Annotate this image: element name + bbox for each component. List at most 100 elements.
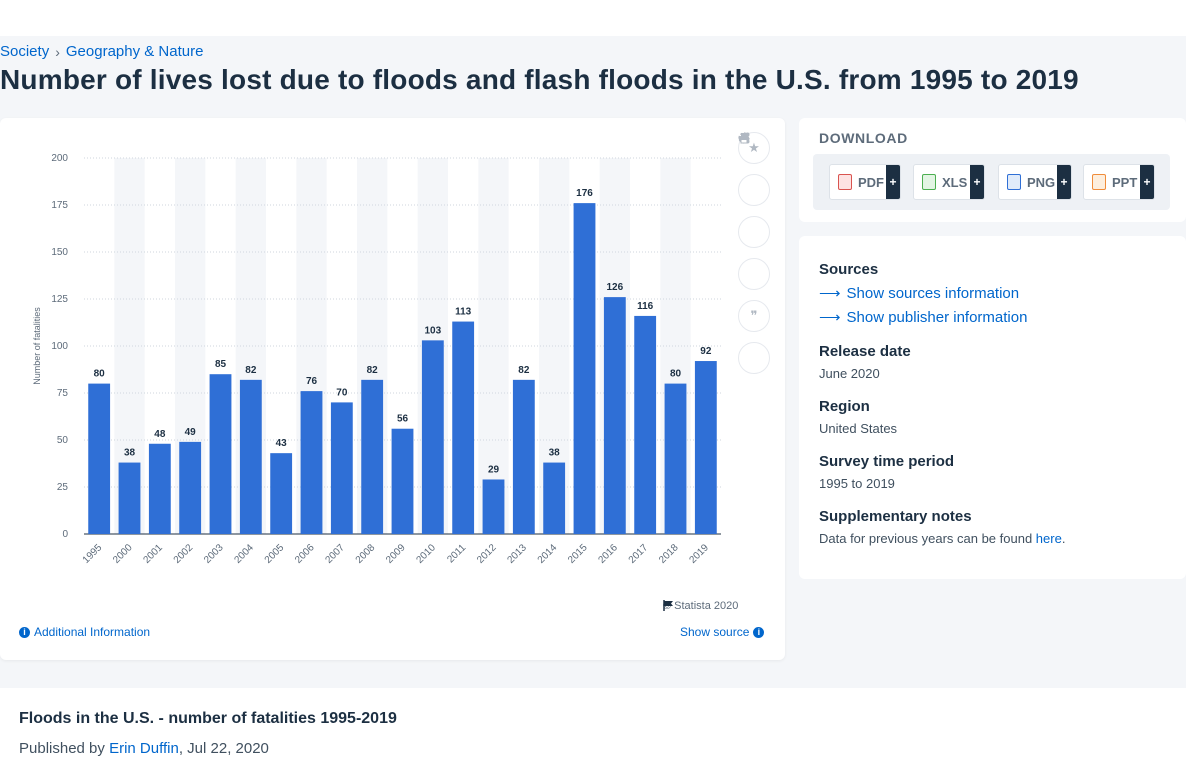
additional-information-label: Additional Information bbox=[34, 625, 151, 639]
show-publisher-link[interactable]: ⟶ Show publisher information bbox=[819, 308, 1027, 327]
bar bbox=[88, 383, 111, 534]
published-by: Published by Erin Duffin, Jul 22, 2020 bbox=[19, 740, 269, 757]
x-tick-label: 1995 bbox=[81, 542, 105, 566]
bar bbox=[330, 402, 353, 534]
x-tick-label: 2009 bbox=[384, 542, 408, 566]
gear-icon[interactable] bbox=[738, 132, 770, 248]
bar bbox=[452, 321, 475, 534]
data-label: 80 bbox=[94, 369, 106, 380]
bar bbox=[482, 479, 505, 534]
bar bbox=[634, 315, 657, 534]
x-tick-label: 2008 bbox=[354, 542, 378, 566]
show-sources-label: Show sources information bbox=[846, 284, 1020, 302]
arrow-right-icon: ⟶ bbox=[819, 285, 841, 302]
bar bbox=[421, 340, 444, 534]
x-tick-label: 2018 bbox=[657, 542, 681, 566]
author-link[interactable]: Erin Duffin bbox=[109, 740, 179, 757]
x-tick-label: 2000 bbox=[111, 542, 135, 566]
published-prefix: Published by bbox=[19, 740, 110, 757]
data-label: 113 bbox=[455, 307, 472, 318]
download-xls-button[interactable]: XLS + bbox=[913, 164, 985, 200]
download-pdf-button[interactable]: PDF + bbox=[829, 164, 901, 200]
bar bbox=[512, 379, 535, 534]
x-tick-label: 2005 bbox=[263, 542, 287, 566]
y-tick-label: 175 bbox=[51, 200, 68, 211]
download-png-label: PNG bbox=[1027, 174, 1056, 190]
breadcrumb-geography-nature[interactable]: Geography & Nature bbox=[65, 43, 204, 60]
bell-icon[interactable] bbox=[738, 133, 770, 206]
download-png-button[interactable]: PNG + bbox=[998, 164, 1072, 200]
bar bbox=[361, 379, 384, 534]
download-ppt-button[interactable]: PPT + bbox=[1083, 164, 1155, 200]
bar bbox=[209, 374, 232, 534]
y-axis-label: Number of fatalities bbox=[32, 307, 42, 385]
x-tick-label: 2007 bbox=[323, 542, 347, 566]
publication-title: Floods in the U.S. - number of fatalitie… bbox=[19, 710, 397, 727]
print-icon[interactable] bbox=[738, 133, 770, 374]
star-icon[interactable]: ★ bbox=[738, 132, 770, 164]
breadcrumb-separator: › bbox=[55, 43, 60, 60]
data-label: 92 bbox=[700, 346, 712, 357]
download-title: DOWNLOAD bbox=[819, 130, 908, 146]
pdf-file-icon bbox=[838, 174, 852, 190]
supplementary-notes-heading: Supplementary notes bbox=[819, 508, 972, 525]
x-tick-label: 2019 bbox=[687, 542, 711, 566]
x-tick-label: 2002 bbox=[172, 542, 196, 566]
additional-information-link[interactable]: i Additional Information bbox=[19, 625, 150, 639]
top-header-bar bbox=[0, 0, 1186, 36]
x-tick-label: 2012 bbox=[475, 542, 499, 566]
data-label: 38 bbox=[124, 448, 136, 459]
release-date-value: June 2020 bbox=[819, 366, 880, 381]
region-heading: Region bbox=[819, 398, 870, 415]
breadcrumb-society[interactable]: Society bbox=[0, 43, 50, 60]
quote-icon[interactable]: ❞ bbox=[738, 300, 770, 332]
survey-period-value: 1995 to 2019 bbox=[819, 476, 895, 491]
copyright-text: © Statista 2020 bbox=[663, 600, 739, 612]
x-tick-label: 2016 bbox=[596, 542, 620, 566]
bar bbox=[694, 361, 717, 534]
data-label: 48 bbox=[154, 429, 166, 440]
share-icon[interactable] bbox=[738, 132, 770, 290]
x-tick-label: 2001 bbox=[141, 542, 165, 566]
release-date-heading: Release date bbox=[819, 343, 911, 360]
data-label: 176 bbox=[576, 188, 593, 199]
bar bbox=[270, 453, 293, 534]
data-label: 29 bbox=[488, 464, 500, 475]
bar bbox=[603, 297, 626, 534]
chart-copyright: © Statista 2020 bbox=[663, 600, 738, 612]
show-source-link[interactable]: Show source i bbox=[680, 625, 765, 639]
x-tick-label: 2004 bbox=[232, 542, 256, 566]
page-title: Number of lives lost due to floods and f… bbox=[0, 64, 1079, 95]
y-tick-label: 200 bbox=[51, 153, 68, 164]
bar-chart: 0 25 50 75 100 125 150 175 200 80 1995 38 2000 48 2001… bbox=[32, 153, 721, 566]
show-source-label: Show source bbox=[680, 625, 750, 639]
bar bbox=[300, 391, 323, 534]
show-sources-link[interactable]: ⟶ Show sources information bbox=[819, 284, 1020, 303]
flag-icon[interactable] bbox=[663, 600, 674, 611]
notes-here-link[interactable]: here bbox=[1035, 531, 1062, 546]
download-card: DOWNLOAD PDF + XLS + PNG + PPT + bbox=[799, 118, 1186, 222]
chart-toolbar: ★ ❞ bbox=[738, 132, 770, 374]
plus-icon: + bbox=[1057, 165, 1071, 199]
data-label: 70 bbox=[336, 387, 348, 398]
data-label: 126 bbox=[606, 282, 623, 293]
info-icon: i bbox=[753, 626, 765, 638]
x-tick-label: 2011 bbox=[445, 542, 468, 565]
x-tick-label: 2003 bbox=[202, 542, 226, 566]
breadcrumb: Society › Geography & Nature bbox=[0, 43, 203, 60]
y-tick-label: 125 bbox=[51, 294, 68, 305]
supplementary-notes-text: Data for previous years can be found her… bbox=[819, 531, 1065, 546]
bar bbox=[118, 462, 141, 534]
sources-heading: Sources bbox=[819, 261, 879, 278]
data-label: 49 bbox=[185, 427, 197, 438]
xls-file-icon bbox=[922, 174, 936, 190]
bar bbox=[573, 203, 596, 534]
y-tick-label: 100 bbox=[51, 341, 68, 352]
data-label: 76 bbox=[306, 376, 318, 387]
bar bbox=[239, 379, 262, 534]
plus-icon: + bbox=[1140, 165, 1154, 199]
x-tick-label: 2010 bbox=[414, 542, 438, 566]
plus-icon: + bbox=[970, 165, 984, 199]
data-label: 82 bbox=[245, 365, 257, 376]
sources-card: Sources ⟶ Show sources information ⟶ Sho… bbox=[799, 236, 1186, 579]
